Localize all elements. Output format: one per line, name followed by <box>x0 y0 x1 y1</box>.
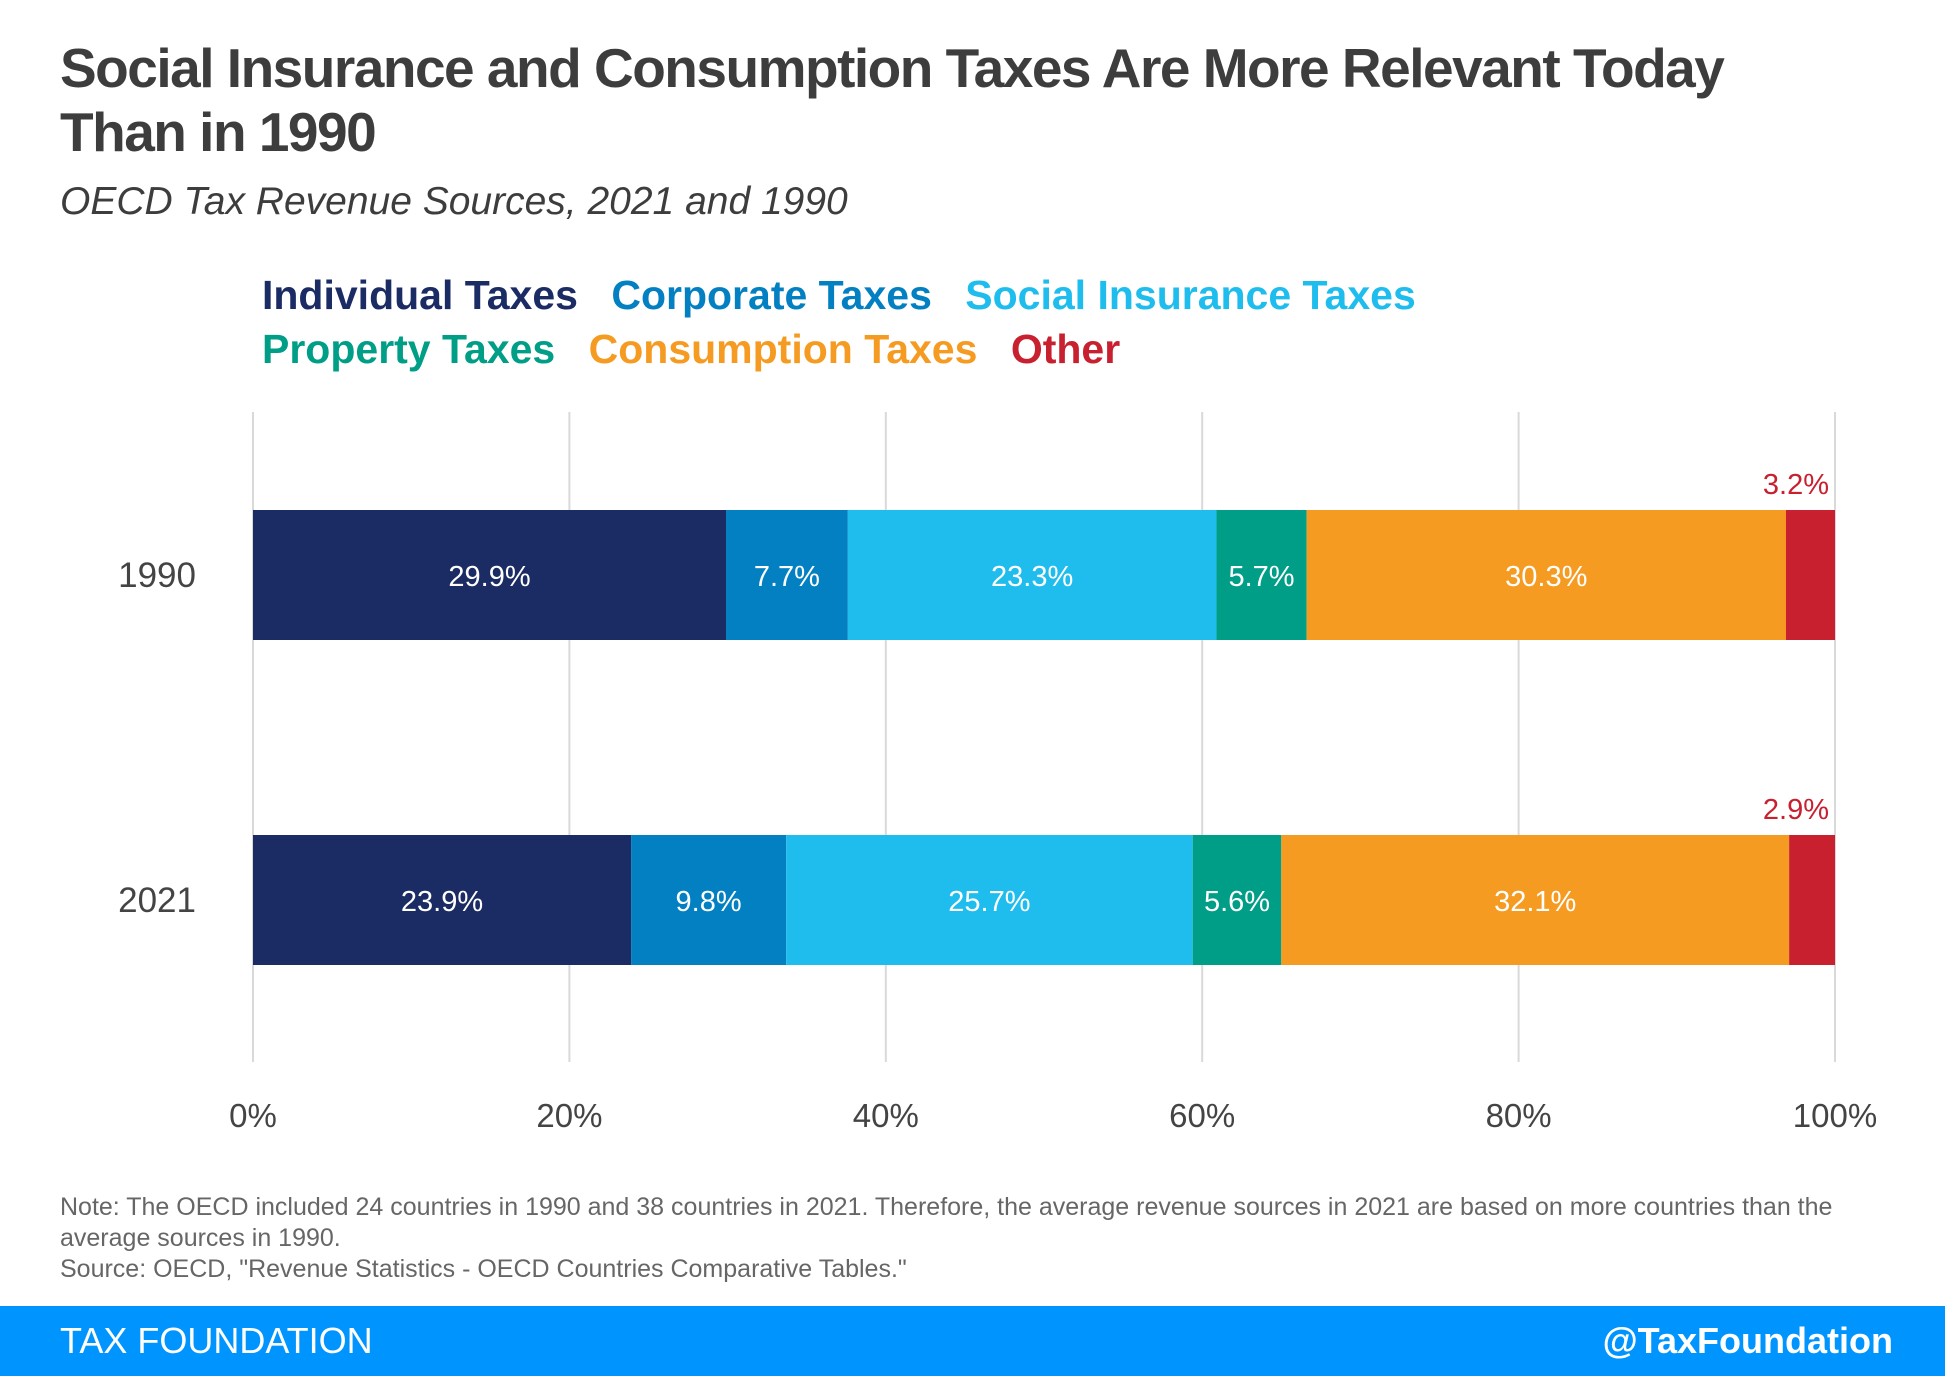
legend-corporate-taxes: Corporate Taxes <box>611 272 932 318</box>
category-label-2021: 2021 <box>118 881 196 920</box>
data-label-2021-property-taxes: 5.6% <box>1204 886 1270 918</box>
data-label-1990-property-taxes: 5.7% <box>1228 561 1294 593</box>
data-label-1990-social-insurance-taxes: 23.3% <box>991 561 1073 593</box>
footer-handle: @TaxFoundation <box>1602 1320 1893 1361</box>
legend-other: Other <box>1010 326 1121 372</box>
bar-1990-individual-taxes <box>253 510 727 640</box>
data-label-2021-corporate-taxes: 9.8% <box>676 886 742 918</box>
chart-title: Social Insurance and Consumption Taxes A… <box>60 37 1725 163</box>
data-label-1990-individual-taxes: 29.9% <box>448 561 530 593</box>
x-tick-label-80: 80% <box>1486 1097 1552 1134</box>
x-tick-label-40: 40% <box>853 1097 919 1134</box>
legend-row-1: Individual Taxes Corporate Taxes Social … <box>262 268 1762 322</box>
data-label-2021-social-insurance-taxes: 25.7% <box>948 886 1030 918</box>
source-text: Source: OECD, "Revenue Statistics - OECD… <box>60 1255 907 1283</box>
notes: Note: The OECD included 24 countries in … <box>60 1192 1890 1285</box>
note-text: Note: The OECD included 24 countries in … <box>60 1193 1833 1252</box>
bar-2021-consumption-taxes <box>1281 835 1790 965</box>
bar-2021-corporate-taxes <box>631 835 787 965</box>
chart-subtitle: OECD Tax Revenue Sources, 2021 and 1990 <box>60 180 848 223</box>
data-label-2021-consumption-taxes: 32.1% <box>1494 886 1576 918</box>
footer-brand: TAX FOUNDATION <box>60 1320 373 1361</box>
bar-1990-corporate-taxes <box>726 510 848 640</box>
data-label-2021-other: 2.9% <box>1763 794 1829 826</box>
bar-1990-other <box>1785 510 1835 640</box>
x-tick-label-100: 100% <box>1793 1097 1877 1134</box>
data-label-2021-individual-taxes: 23.9% <box>401 886 483 918</box>
x-tick-label-60: 60% <box>1169 1097 1235 1134</box>
bar-2021-individual-taxes <box>253 835 632 965</box>
x-tick-label-0: 0% <box>229 1097 277 1134</box>
stacked-bar-chart: 0% 20% 40% 60% 80% 100% 1990 29.9% 7.7% 23.3% 5.7%… <box>118 412 1877 1134</box>
bar-2021-social-insurance-taxes <box>786 835 1193 965</box>
data-label-1990-other: 3.2% <box>1763 469 1829 501</box>
legend-social-insurance-taxes: Social Insurance Taxes <box>965 272 1416 318</box>
legend-row-2: Property Taxes Consumption Taxes Other <box>262 322 1762 376</box>
bar-2021-other <box>1789 835 1835 965</box>
legend-individual-taxes: Individual Taxes <box>262 272 578 318</box>
legend-consumption-taxes: Consumption Taxes <box>588 326 978 372</box>
bar-1990-property-taxes <box>1216 510 1307 640</box>
bar-1990-consumption-taxes <box>1306 510 1786 640</box>
category-label-1990: 1990 <box>118 556 196 595</box>
footer-bar: TAX FOUNDATION @TaxFoundation <box>0 1306 1945 1376</box>
legend: Individual Taxes Corporate Taxes Social … <box>262 268 1762 376</box>
bar-2021-property-taxes <box>1192 835 1282 965</box>
legend-property-taxes: Property Taxes <box>262 326 556 372</box>
data-label-1990-consumption-taxes: 30.3% <box>1505 561 1587 593</box>
bar-1990-social-insurance-taxes <box>847 510 1217 640</box>
data-label-1990-corporate-taxes: 7.7% <box>754 561 820 593</box>
x-tick-label-20: 20% <box>536 1097 602 1134</box>
